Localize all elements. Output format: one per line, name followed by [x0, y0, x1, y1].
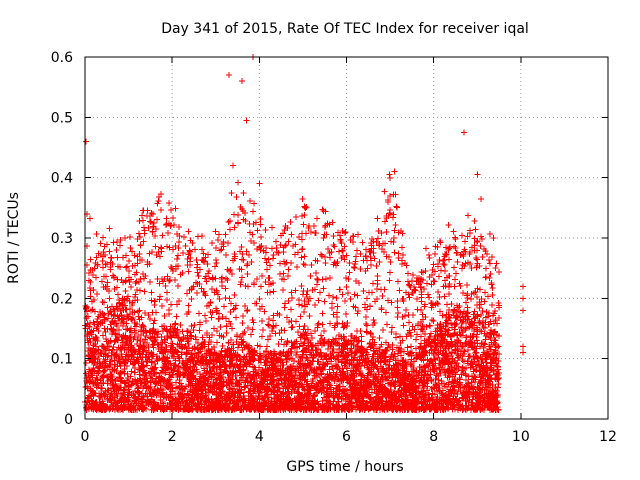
x-axis-label: GPS time / hours	[286, 459, 403, 475]
x-tick-label-4: 8	[429, 429, 438, 445]
y-tick-label-1: 0.1	[51, 352, 73, 368]
x-tick-label-5: 10	[512, 429, 530, 445]
grid	[85, 57, 608, 419]
y-tick-label-3: 0.3	[51, 231, 73, 247]
chart-title: Day 341 of 2015, Rate Of TEC Index for r…	[161, 21, 529, 37]
y-tick-label-6: 0.6	[51, 50, 73, 66]
y-axis-label: ROTI / TECUs	[6, 192, 22, 284]
scatter-plus-markers	[82, 54, 526, 413]
scatter-points	[82, 54, 526, 413]
y-tick-label-5: 0.5	[51, 110, 73, 126]
y-tick-label-2: 0.2	[51, 291, 73, 307]
x-tick-label-6: 12	[599, 429, 617, 445]
y-tick-label-0: 0	[64, 412, 73, 428]
tick-labels: 0 2 4 6 8 10 12 0 0.1 0.2 0.3 0.4 0.5 0.6	[51, 50, 617, 445]
x-tick-label-2: 4	[255, 429, 264, 445]
y-tick-label-4: 0.4	[51, 171, 73, 187]
tick-marks	[84, 56, 609, 420]
x-tick-label-3: 6	[342, 429, 351, 445]
x-tick-label-0: 0	[81, 429, 90, 445]
x-tick-label-1: 2	[168, 429, 177, 445]
